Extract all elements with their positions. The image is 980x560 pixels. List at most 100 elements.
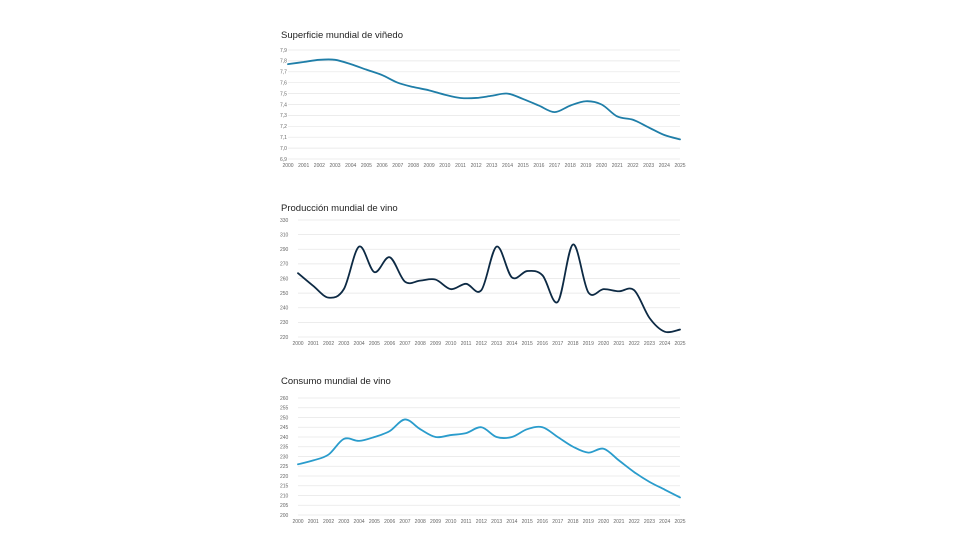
y-tick-label: 210	[280, 493, 289, 499]
x-tick-label: 2022	[629, 341, 640, 347]
x-tick-label: 2025	[674, 341, 685, 347]
x-tick-label: 2024	[659, 341, 670, 347]
x-tick-label: 2018	[567, 341, 578, 347]
x-tick-label: 2017	[549, 163, 560, 169]
x-tick-label: 2016	[537, 519, 548, 525]
x-tick-label: 2006	[384, 341, 395, 347]
y-tick-label: 255	[280, 406, 289, 412]
x-tick-label: 2001	[298, 163, 309, 169]
x-tick-label: 2005	[361, 163, 372, 169]
x-tick-label: 2001	[308, 519, 319, 525]
x-tick-label: 2013	[491, 519, 502, 525]
y-tick-label: 215	[280, 484, 289, 490]
x-tick-label: 2017	[552, 519, 563, 525]
y-tick-label: 7,4	[280, 102, 287, 108]
x-tick-label: 2020	[596, 163, 607, 169]
series-line	[287, 58, 681, 141]
x-tick-label: 2002	[314, 163, 325, 169]
y-tick-label: 7,6	[280, 81, 287, 87]
x-tick-label: 2024	[659, 163, 670, 169]
y-tick-label: 230	[280, 454, 289, 460]
x-tick-label: 2021	[613, 341, 624, 347]
y-tick-label: 200	[280, 513, 289, 519]
x-tick-label: 2000	[292, 519, 303, 525]
x-tick-label: 2015	[518, 163, 529, 169]
x-tick-label: 2006	[384, 519, 395, 525]
x-tick-label: 2013	[491, 341, 502, 347]
x-tick-label: 2003	[329, 163, 340, 169]
y-tick-label: 7,9	[280, 48, 287, 54]
x-tick-label: 2008	[415, 341, 426, 347]
x-tick-label: 2019	[583, 341, 594, 347]
x-tick-label: 2000	[292, 341, 303, 347]
x-tick-label: 2007	[399, 341, 410, 347]
x-tick-label: 2002	[323, 519, 334, 525]
series-line	[297, 418, 681, 499]
y-tick-label: 290	[280, 247, 289, 253]
y-tick-label: 7,0	[280, 146, 287, 152]
x-tick-label: 2016	[533, 163, 544, 169]
x-tick-label: 2019	[580, 163, 591, 169]
y-tick-label: 7,8	[280, 59, 287, 65]
y-tick-label: 245	[280, 425, 289, 431]
y-tick-label: 250	[280, 415, 289, 421]
x-tick-label: 2011	[461, 519, 472, 525]
x-tick-label: 2021	[612, 163, 623, 169]
x-tick-label: 2002	[323, 341, 334, 347]
y-tick-label: 330	[280, 218, 289, 224]
chart-panel-superficie: Superficie mundial de viñedo 7,9 7,8 7,7 7,…	[278, 30, 690, 175]
x-tick-label: 2009	[430, 341, 441, 347]
x-tick-label: 2014	[506, 519, 517, 525]
x-tick-label: 2005	[369, 341, 380, 347]
x-tick-label: 2015	[522, 519, 533, 525]
x-tick-label: 2021	[613, 519, 624, 525]
y-tick-label: 270	[280, 262, 289, 268]
x-tick-label: 2020	[598, 341, 609, 347]
x-tick-label: 2017	[552, 341, 563, 347]
x-tick-label: 2023	[644, 341, 655, 347]
y-tick-label: 260	[280, 276, 289, 282]
x-tick-label: 2016	[537, 341, 548, 347]
y-tick-label: 6,9	[280, 157, 287, 163]
y-tick-label: 240	[280, 306, 289, 312]
x-tick-label: 2010	[439, 163, 450, 169]
x-tick-label: 2025	[674, 519, 685, 525]
chart-panel-consumo: Consumo mundial de vino 260 255 250 245 240 2…	[278, 376, 690, 531]
x-tick-label: 2009	[424, 163, 435, 169]
x-tick-label: 2024	[659, 519, 670, 525]
x-tick-label: 2025	[674, 163, 685, 169]
x-tick-label: 2004	[345, 163, 356, 169]
x-tick-label: 2001	[308, 341, 319, 347]
x-tick-label: 2018	[567, 519, 578, 525]
x-tick-label: 2003	[338, 519, 349, 525]
x-tick-label: 2014	[502, 163, 513, 169]
y-tick-label: 7,3	[280, 113, 287, 119]
x-tick-label: 2004	[354, 341, 365, 347]
series-line	[297, 243, 681, 334]
chart-title: Consumo mundial de vino	[281, 376, 391, 387]
y-tick-label: 7,1	[280, 135, 287, 141]
x-tick-label: 2009	[430, 519, 441, 525]
x-tick-label: 2011	[455, 163, 466, 169]
y-tick-label: 7,5	[280, 91, 287, 97]
x-tick-label: 2014	[506, 341, 517, 347]
x-tick-label: 2019	[583, 519, 594, 525]
y-tick-label: 250	[280, 291, 289, 297]
x-tick-label: 2022	[629, 519, 640, 525]
x-tick-label: 2010	[445, 519, 456, 525]
x-tick-label: 2018	[565, 163, 576, 169]
x-tick-label: 2012	[476, 341, 487, 347]
y-tick-label: 7,7	[280, 70, 287, 76]
y-tick-label: 230	[280, 320, 289, 326]
chart-panel-produccion: Producción mundial de vino 330 310 290 270 2…	[278, 203, 690, 353]
x-tick-label: 2003	[338, 341, 349, 347]
x-tick-label: 2004	[354, 519, 365, 525]
y-tick-label: 205	[280, 503, 289, 509]
line-chart-consumo: 2602552502452402352302252202152102052002…	[280, 396, 686, 525]
x-tick-label: 2010	[445, 341, 456, 347]
y-tick-label: 260	[280, 396, 289, 402]
y-tick-label: 220	[280, 474, 289, 480]
y-tick-label: 220	[280, 335, 289, 341]
